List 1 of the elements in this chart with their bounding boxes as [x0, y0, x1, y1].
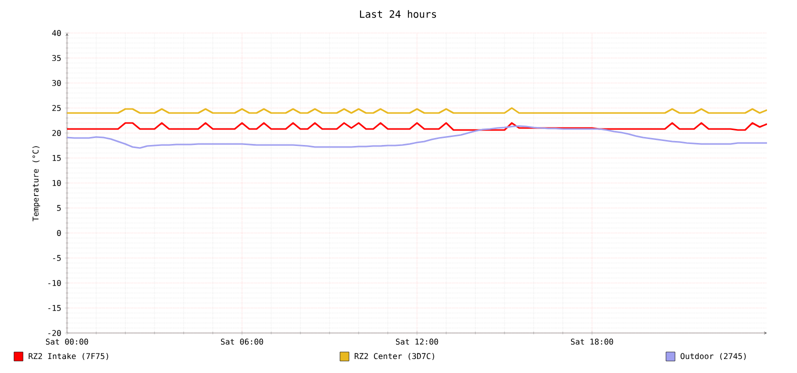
- chart-title: Last 24 hours: [360, 10, 436, 18]
